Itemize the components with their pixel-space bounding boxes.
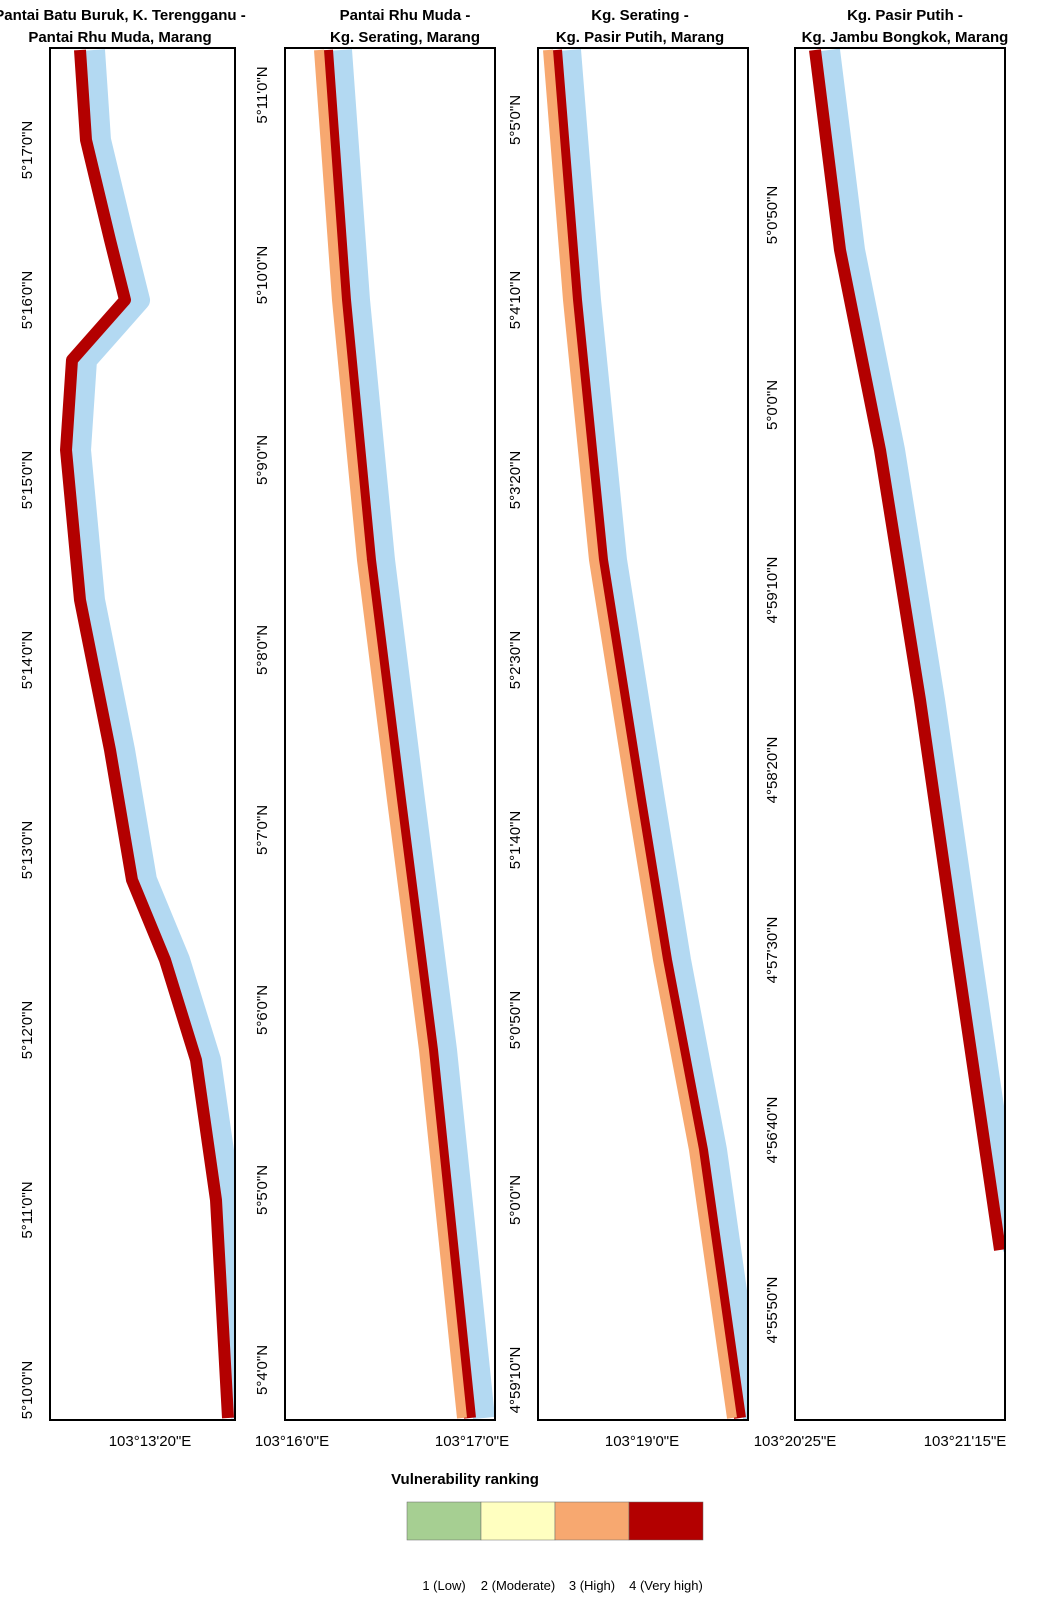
lon-label: 103°16'0"E [255,1433,329,1450]
lat-label: 4°56'40"N [764,1097,781,1164]
panel-title: Kg. Serating - [591,7,689,24]
legend: Vulnerability ranking 1 (Low) 2 (Moderate)… [391,1471,703,1593]
lat-label: 5°11'0"N [19,1181,36,1238]
map-figure: Pantai Batu Buruk, K. Terengganu - Pantai… [0,0,1045,1602]
lat-label: 5°17'0"N [19,121,36,179]
lat-label: 5°5'0"N [507,95,524,145]
lat-label: 5°15'0"N [19,451,36,509]
lat-label: 5°3'20"N [507,451,524,509]
lon-label: 103°19'0"E [605,1433,679,1450]
panel-frame [50,48,235,1420]
lat-label: 5°2'30"N [507,631,524,689]
water [341,50,484,1418]
lon-label: 103°20'25"E [754,1433,837,1450]
land-very-high [66,50,228,1418]
lat-label: 4°57'30"N [764,917,781,984]
lat-label: 5°0'50"N [507,991,524,1049]
land-very-high [815,50,1000,1250]
lat-label: 5°16'0"N [19,271,36,329]
lon-label: 103°13'20"E [109,1433,192,1450]
lat-label: 5°7'0"N [254,805,271,855]
lat-label: 4°55'50"N [764,1277,781,1344]
lat-label: 5°4'10"N [507,271,524,329]
legend-swatch [555,1502,629,1540]
panel-title: Pantai Batu Buruk, K. Terengganu - [0,7,246,24]
lat-label: 4°58'20"N [764,737,781,804]
legend-label: 3 (High) [569,1578,615,1593]
legend-label: 1 (Low) [422,1578,465,1593]
lat-label: 5°14'0"N [19,631,36,689]
panel-frame [795,48,1005,1420]
legend-label: 4 (Very high) [629,1578,703,1593]
panel-title: Pantai Rhu Muda - [340,7,471,24]
legend-swatch [629,1502,703,1540]
lat-label: 5°13'0"N [19,821,36,879]
lat-label: 5°12'0"N [19,1001,36,1059]
lat-label: 5°4'0"N [254,1345,271,1395]
lat-label: 5°10'0"N [19,1361,36,1419]
lat-label: 5°0'0"N [507,1175,524,1225]
map-content [815,50,1014,1250]
map-content [66,50,242,1418]
panel-title: Kg. Jambu Bongkok, Marang [802,29,1009,46]
panel-title: Kg. Pasir Putih, Marang [556,29,724,46]
map-panel: Pantai Batu Buruk, K. Terengganu - Pantai… [0,7,246,1450]
panel-title: Pantai Rhu Muda, Marang [28,29,211,46]
lat-label: 5°5'0"N [254,1165,271,1215]
lat-label: 5°0'0"N [764,380,781,430]
lat-label: 5°10'0"N [254,246,271,304]
panel-title: Kg. Serating, Marang [330,29,480,46]
water [829,50,1014,1250]
legend-title: Vulnerability ranking [391,1471,539,1488]
map-content [548,50,754,1418]
water [570,50,754,1418]
legend-swatch [407,1502,481,1540]
lat-label: 5°0'50"N [764,186,781,244]
lat-label: 4°59'10"N [507,1347,524,1414]
map-panel: Kg. Pasir Putih - Kg. Jambu Bongkok, Mara… [754,7,1014,1450]
legend-label: 2 (Moderate) [481,1578,555,1593]
map-panel: Kg. Serating - Kg. Pasir Putih, Marang 5°5… [507,7,754,1450]
lat-label: 5°9'0"N [254,435,271,485]
map-panel: Pantai Rhu Muda - Kg. Serating, Marang 5°1… [254,7,509,1450]
panel-title: Kg. Pasir Putih - [847,7,963,24]
lat-label: 5°6'0"N [254,985,271,1035]
lat-label: 5°1'40"N [507,811,524,869]
lat-label: 5°8'0"N [254,625,271,675]
lat-label: 4°59'10"N [764,557,781,624]
legend-swatch [481,1502,555,1540]
map-content [319,50,484,1418]
lon-label: 103°21'15"E [924,1433,1007,1450]
lon-label: 103°17'0"E [435,1433,509,1450]
lat-label: 5°11'0"N [254,66,271,123]
